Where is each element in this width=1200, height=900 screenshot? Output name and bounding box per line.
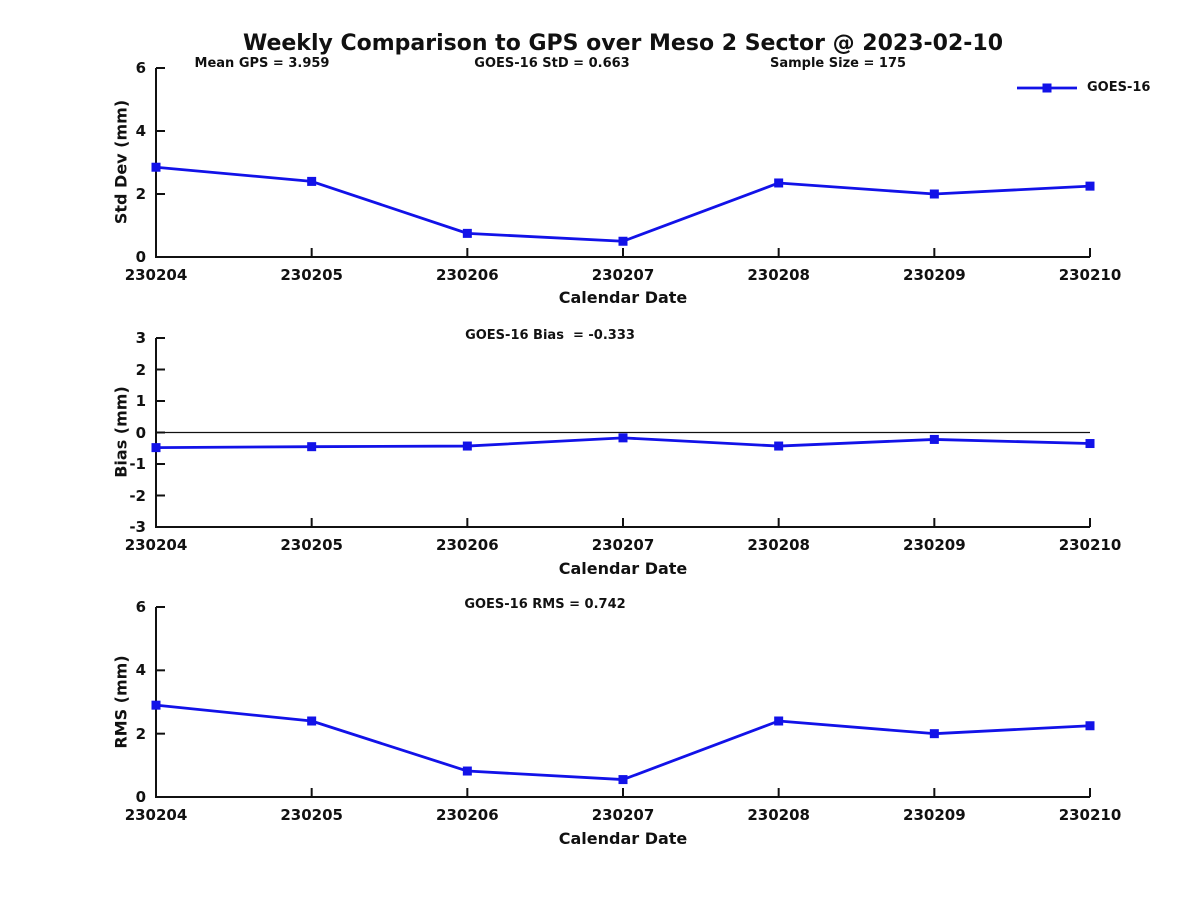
axis-spine xyxy=(155,68,1090,258)
x-tick-label: 230206 xyxy=(436,266,499,284)
data-point-marker xyxy=(307,442,317,452)
axis-spine xyxy=(155,607,1090,798)
x-axis-label-middle: Calendar Date xyxy=(558,559,688,578)
x-tick-label: 230207 xyxy=(591,806,655,824)
y-tick-label: 1 xyxy=(135,392,146,410)
y-tick-label: 2 xyxy=(135,724,146,743)
data-point-marker xyxy=(618,433,628,443)
x-tick-label: 230210 xyxy=(1058,806,1122,824)
y-tick-label: 0 xyxy=(135,248,146,266)
y-axis-label-stddev: Std Dev (mm) xyxy=(111,99,131,225)
x-tick-label: 230210 xyxy=(1058,266,1122,284)
y-tick-label: -1 xyxy=(129,455,146,473)
legend-label: GOES-16 xyxy=(1087,80,1151,95)
y-tick-label: 2 xyxy=(135,360,146,379)
y-tick-label: -2 xyxy=(129,486,146,505)
data-point-marker xyxy=(929,434,939,444)
data-point-marker xyxy=(151,162,161,172)
legend: GOES-16 xyxy=(1016,81,1150,95)
data-point-marker xyxy=(462,441,472,451)
annotation-goes16-bias: GOES-16 Bias = -0.333 xyxy=(465,328,635,343)
x-tick-label: 230205 xyxy=(280,536,343,554)
y-tick-label: -3 xyxy=(129,518,146,536)
y-axis-label-rms: RMS (mm) xyxy=(111,655,131,749)
data-point-marker xyxy=(774,441,784,451)
y-tick-label: 0 xyxy=(135,423,146,442)
y-tick-label: 4 xyxy=(135,661,146,680)
x-tick-label: 230205 xyxy=(280,266,343,284)
y-tick-label: 0 xyxy=(135,788,146,806)
x-tick-label: 230209 xyxy=(903,536,966,554)
x-tick-label: 230208 xyxy=(747,806,810,824)
figure-title: Weekly Comparison to GPS over Meso 2 Sec… xyxy=(242,31,1004,56)
annotation-mean-gps: Mean GPS = 3.959 xyxy=(194,56,330,71)
data-point-marker xyxy=(307,176,317,186)
x-tick-label: 230205 xyxy=(280,806,343,824)
x-tick-label: 230208 xyxy=(747,266,810,284)
y-tick-label: 4 xyxy=(135,122,146,140)
x-axis-label-bottom: Calendar Date xyxy=(558,829,688,848)
x-tick-label: 230207 xyxy=(591,536,655,554)
x-tick-label: 230204 xyxy=(124,266,188,284)
x-tick-label: 230207 xyxy=(591,266,655,284)
x-tick-label: 230209 xyxy=(903,806,966,824)
data-point-marker xyxy=(618,236,628,246)
y-tick-label: 2 xyxy=(135,185,146,203)
x-tick-label: 230209 xyxy=(903,266,966,284)
data-point-marker xyxy=(307,716,317,726)
data-point-marker xyxy=(929,729,939,739)
series-line-goes-16 xyxy=(155,703,1091,781)
y-tick-label: 3 xyxy=(135,329,146,347)
annotation-goes16-rms: GOES-16 RMS = 0.742 xyxy=(464,597,626,612)
x-tick-label: 230210 xyxy=(1058,536,1122,554)
data-point-marker xyxy=(151,700,161,710)
y-axis-label-bias: Bias (mm) xyxy=(111,386,131,478)
annotation-goes16-std: GOES-16 StD = 0.663 xyxy=(474,56,630,71)
data-point-marker xyxy=(462,766,472,776)
x-axis-label-top: Calendar Date xyxy=(558,288,688,307)
x-tick-label: 230206 xyxy=(436,536,499,554)
x-tick-label: 230208 xyxy=(747,536,810,554)
data-point-marker xyxy=(774,716,784,726)
legend-line-marker-icon xyxy=(1017,83,1077,93)
x-tick-label: 230204 xyxy=(124,806,188,824)
x-tick-label: 230204 xyxy=(124,536,188,554)
y-tick-label: 6 xyxy=(135,598,146,616)
data-point-marker xyxy=(462,228,472,238)
y-tick-label: 6 xyxy=(135,59,146,77)
data-point-marker xyxy=(774,178,784,188)
data-point-marker xyxy=(618,775,628,785)
data-point-marker xyxy=(151,443,161,453)
data-point-marker xyxy=(1085,181,1095,191)
data-point-marker xyxy=(1085,721,1095,731)
data-point-marker xyxy=(929,189,939,199)
x-tick-label: 230206 xyxy=(436,806,499,824)
series-line-goes-16 xyxy=(155,165,1091,243)
data-point-marker xyxy=(1085,439,1095,449)
annotation-sample-size: Sample Size = 175 xyxy=(769,56,907,71)
